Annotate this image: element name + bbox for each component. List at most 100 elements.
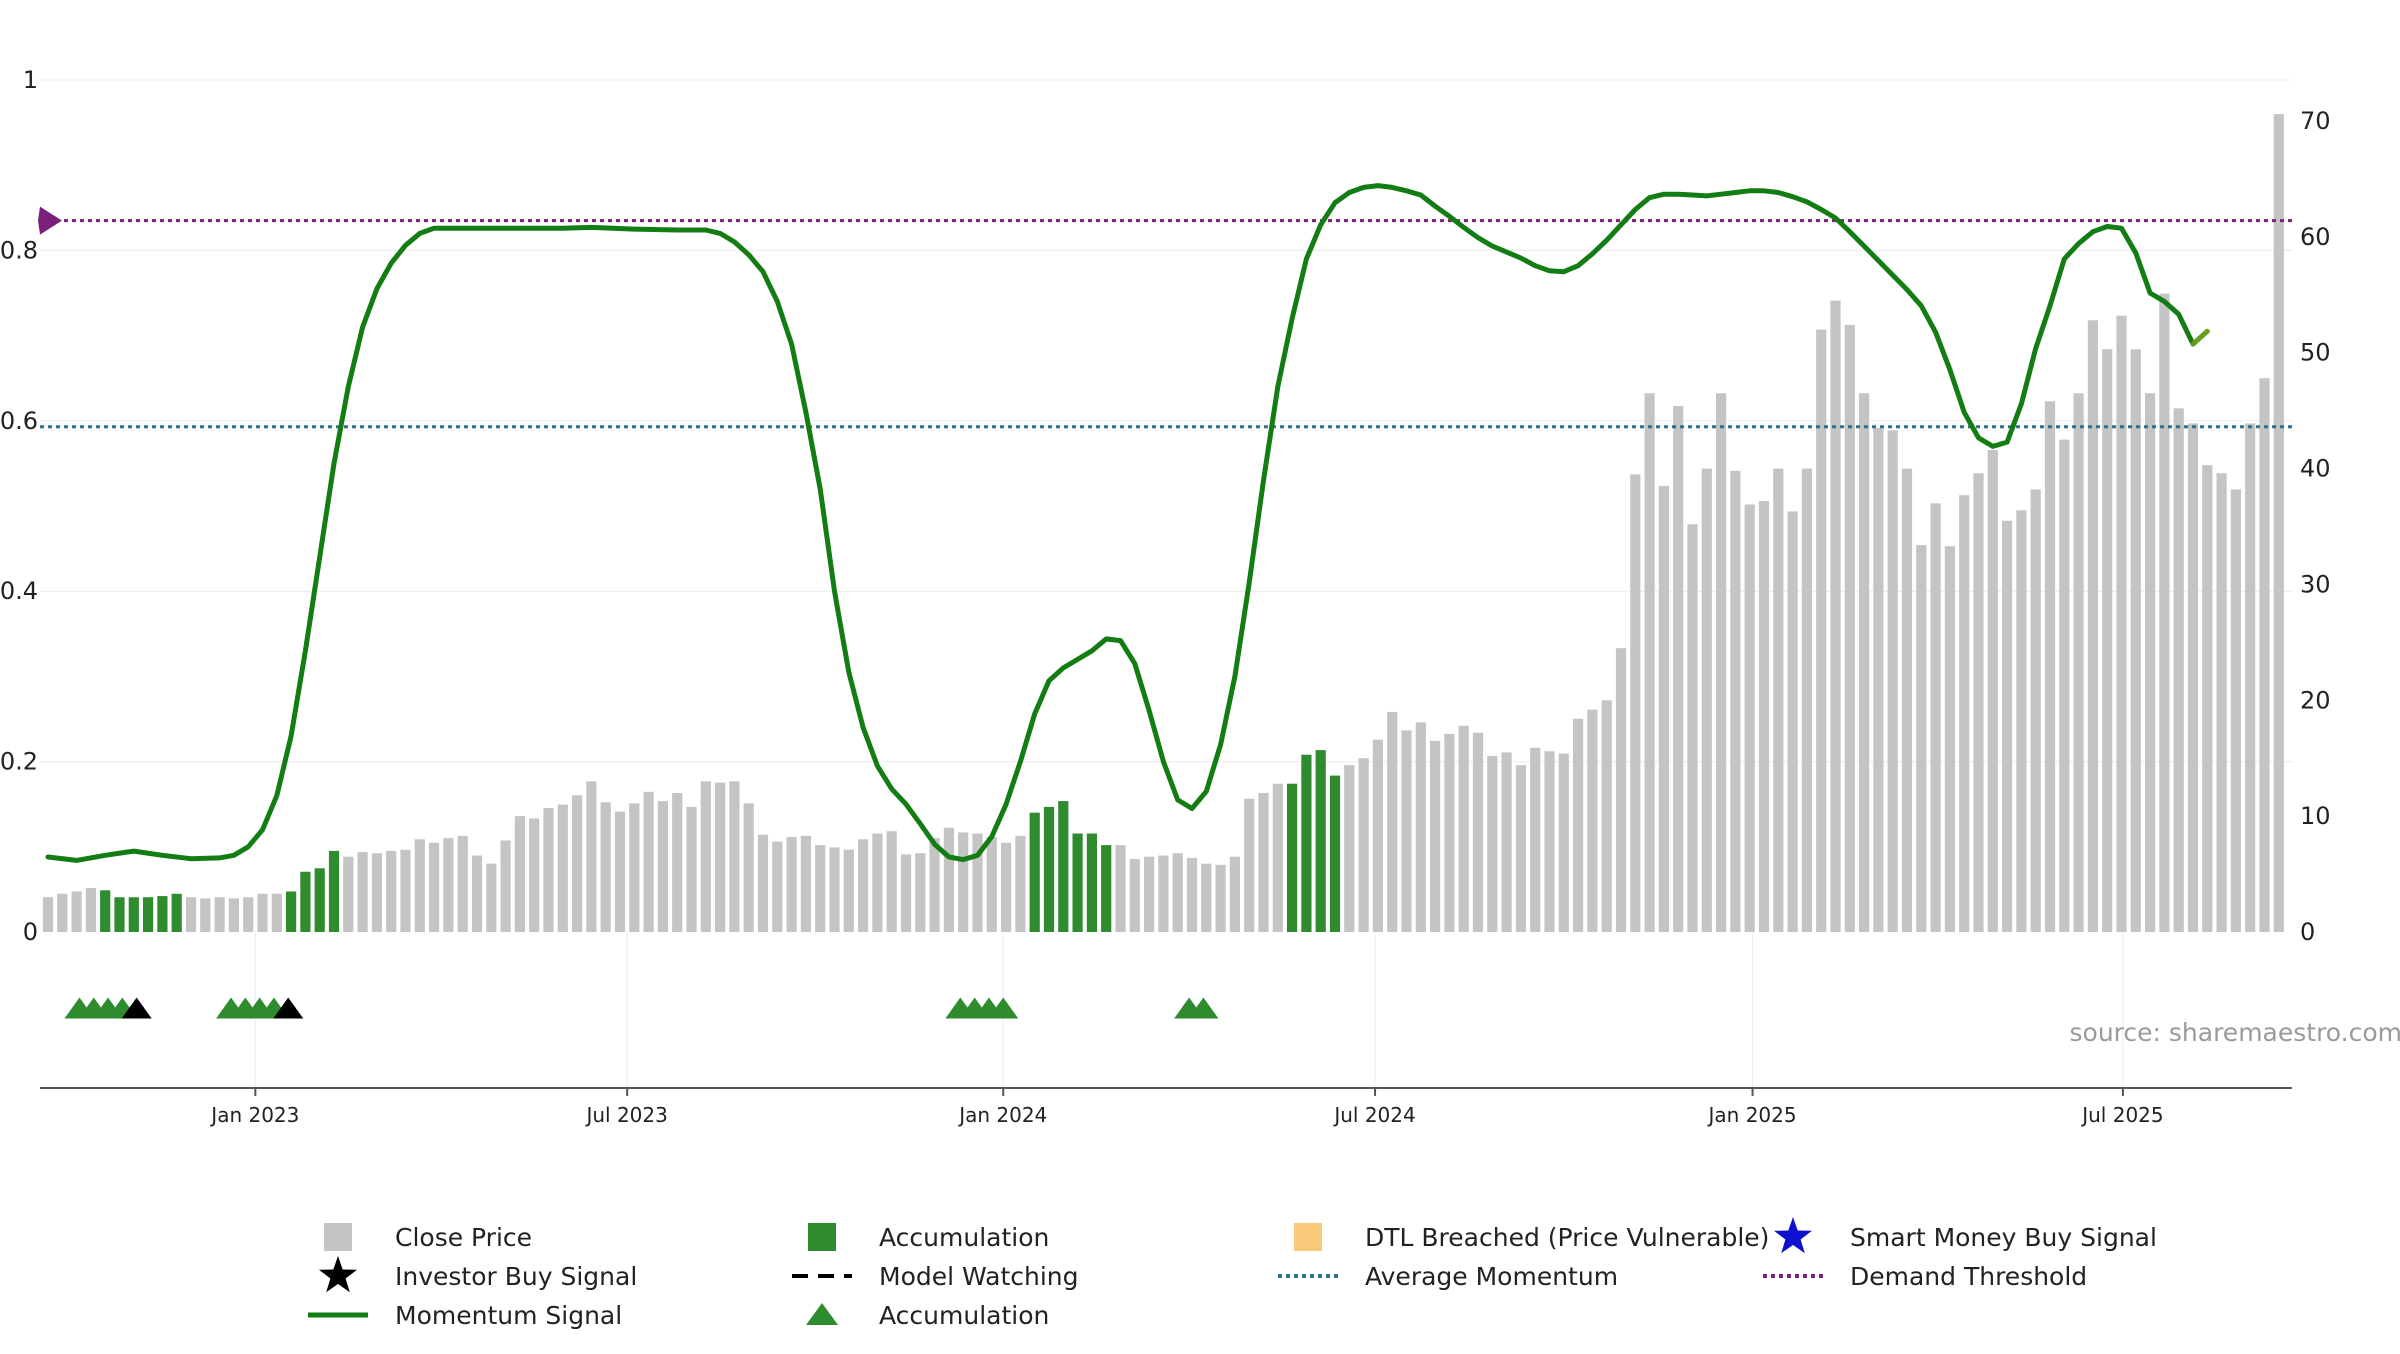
price-bar: [1573, 719, 1583, 932]
price-bar: [1216, 865, 1226, 932]
price-bar: [901, 854, 911, 932]
price-bar: [701, 781, 711, 932]
price-bar: [1873, 428, 1883, 932]
price-bar: [1187, 858, 1197, 932]
price-bar: [2274, 114, 2284, 932]
legend-item-momentum-signal: Momentum Signal: [308, 1301, 622, 1330]
y-left-tick-label: 0.8: [0, 236, 38, 264]
price-bar: [1888, 430, 1898, 932]
price-bar: [1201, 864, 1211, 932]
price-bar: [958, 832, 968, 932]
price-bar: [815, 845, 825, 932]
price-bar: [2259, 378, 2269, 932]
price-bar: [1473, 733, 1483, 932]
x-tick-label: Jan 2025: [1707, 1103, 1797, 1127]
price-bars: [43, 114, 2284, 932]
price-bar: [543, 808, 553, 932]
source-label: source: sharemaestro.com: [2070, 1018, 2400, 1047]
price-bar: [758, 835, 768, 932]
price-bar: [1101, 845, 1111, 932]
price-bar: [172, 894, 182, 932]
price-bar: [2059, 440, 2069, 932]
price-bar: [486, 864, 496, 932]
price-bar: [1444, 734, 1454, 932]
price-bar: [72, 891, 82, 932]
price-bar: [1115, 845, 1125, 932]
price-bar: [1487, 756, 1497, 932]
price-bar: [2145, 393, 2155, 932]
price-bar: [400, 850, 410, 932]
price-bar: [1373, 740, 1383, 932]
price-bar: [1544, 751, 1554, 932]
legend-item-investor-buy-signal: Investor Buy Signal: [319, 1256, 637, 1292]
price-bar: [2116, 316, 2126, 932]
legend-label: Model Watching: [879, 1262, 1079, 1291]
price-bar: [1802, 469, 1812, 932]
price-bar: [2088, 320, 2098, 932]
price-bar: [672, 793, 682, 932]
price-bar: [1645, 393, 1655, 932]
price-bar: [601, 802, 611, 932]
price-bar: [43, 897, 53, 932]
price-bar: [358, 852, 368, 932]
price-bar: [644, 792, 654, 932]
x-tick-label: Jan 2024: [957, 1103, 1047, 1127]
price-bar: [658, 801, 668, 932]
price-bar: [715, 783, 725, 932]
price-bar: [1344, 765, 1354, 932]
price-bar: [629, 803, 639, 932]
price-bar: [1273, 784, 1283, 932]
price-bar: [1616, 648, 1626, 932]
price-bar: [2102, 349, 2112, 932]
price-bar: [1401, 730, 1411, 932]
signal-markers: [64, 998, 1218, 1019]
legend-label: Demand Threshold: [1850, 1262, 2087, 1291]
y-right-tick-label: 10: [2300, 802, 2331, 830]
y-right-tick-label: 30: [2300, 570, 2331, 598]
price-bar: [844, 850, 854, 932]
x-tick-label: Jul 2023: [584, 1103, 667, 1127]
price-bar: [2074, 393, 2084, 932]
price-bar: [372, 853, 382, 932]
price-bar: [1301, 755, 1311, 932]
price-bar: [100, 890, 110, 932]
price-bar: [801, 836, 811, 932]
price-bar: [572, 795, 582, 932]
price-bar: [1745, 504, 1755, 932]
price-bar: [1258, 793, 1268, 932]
price-bar: [1015, 836, 1025, 932]
legend-star-icon: [1774, 1217, 1812, 1253]
price-bar: [1530, 748, 1540, 932]
legend-swatch: [808, 1223, 836, 1251]
legend-label: Accumulation: [879, 1223, 1049, 1252]
price-bar: [1630, 474, 1640, 932]
price-bar: [2031, 489, 2041, 932]
price-bar: [2174, 408, 2184, 932]
price-bar: [1773, 469, 1783, 932]
price-bar: [386, 851, 396, 932]
price-bar: [272, 894, 282, 932]
price-bar: [1702, 469, 1712, 932]
legend-label: DTL Breached (Price Vulnerable): [1365, 1223, 1769, 1252]
price-bar: [472, 856, 482, 932]
legend-item-smart-money-buy-signal: Smart Money Buy Signal: [1774, 1217, 2157, 1253]
y-right-tick-label: 70: [2300, 107, 2331, 135]
price-bar: [343, 857, 353, 932]
price-bar: [1359, 758, 1369, 932]
price-bar: [529, 818, 539, 932]
legend-label: Close Price: [395, 1223, 532, 1252]
legend-item-accumulation: Accumulation: [806, 1301, 1049, 1330]
price-bar: [2016, 510, 2026, 932]
price-bar: [1959, 495, 1969, 932]
price-bar: [429, 843, 439, 932]
price-bar: [57, 894, 67, 932]
legend-item-dtl-breached-price-vulnerable: DTL Breached (Price Vulnerable): [1294, 1223, 1769, 1252]
price-bar: [872, 834, 882, 932]
legend-label: Accumulation: [879, 1301, 1049, 1330]
y-right-tick-label: 50: [2300, 339, 2331, 367]
price-bar: [1330, 776, 1340, 932]
price-bar: [1416, 722, 1426, 932]
legend-label: Average Momentum: [1365, 1262, 1618, 1291]
x-tick-label: Jan 2023: [209, 1103, 299, 1127]
